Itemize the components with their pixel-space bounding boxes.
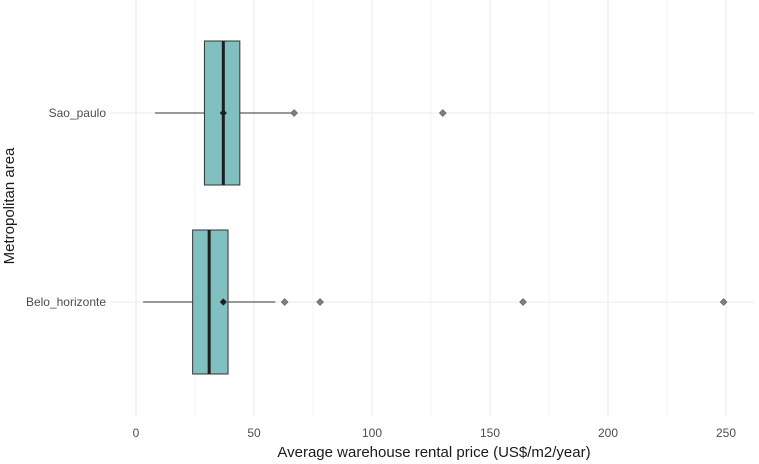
y-tick-label: Belo_horizonte — [26, 295, 106, 309]
outlier-point — [438, 109, 447, 117]
box-belo-horizonte — [143, 229, 728, 375]
outlier-point — [290, 109, 298, 117]
y-axis-ticks: Sao_paulo Belo_horizonte — [26, 106, 106, 309]
x-tick-label: 250 — [716, 426, 736, 440]
x-tick-label: 100 — [362, 426, 382, 440]
x-tick-label: 0 — [133, 426, 140, 440]
y-tick-label: Sao_paulo — [49, 106, 107, 120]
x-axis-title: Average warehouse rental price (US$/m2/y… — [277, 444, 590, 461]
x-tick-label: 200 — [598, 426, 618, 440]
box-sao-paulo — [154, 40, 447, 186]
y-axis-title: Metropolitan area — [1, 147, 18, 264]
x-tick-label: 50 — [247, 426, 261, 440]
mean-marker — [219, 109, 227, 117]
outlier-point — [519, 298, 527, 306]
x-tick-label: 150 — [480, 426, 500, 440]
x-axis-ticks: 0 50 100 150 200 250 — [133, 426, 737, 440]
mean-marker — [219, 298, 227, 306]
box-series — [143, 40, 728, 375]
outlier-point — [280, 298, 289, 306]
outlier-point — [719, 298, 728, 306]
outlier-point — [316, 298, 324, 306]
